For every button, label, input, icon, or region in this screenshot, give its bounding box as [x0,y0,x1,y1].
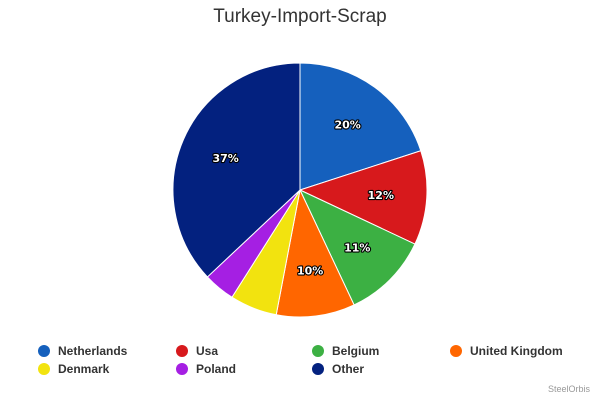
legend-label: United Kingdom [470,344,563,358]
legend-item-other[interactable]: Other [312,362,364,376]
legend-item-netherlands[interactable]: Netherlands [38,344,127,358]
legend-item-denmark[interactable]: Denmark [38,362,109,376]
legend-marker [312,345,324,357]
legend-item-usa[interactable]: Usa [176,344,218,358]
data-label-netherlands: 20% [334,118,360,131]
legend-marker [176,345,188,357]
data-label-united-kingdom: 10% [297,264,323,277]
legend-marker [38,363,50,375]
pie-slice-usa[interactable] [298,150,428,245]
legend-label: Belgium [332,344,380,358]
pie-slice-netherlands[interactable] [299,62,422,191]
chart-title: Turkey-Import-Scrap [213,6,387,27]
pie-slice-united-kingdom[interactable] [275,188,355,318]
legend-marker [176,363,188,375]
pie-slice-other[interactable] [172,62,301,278]
legend-label: Poland [196,362,237,376]
legend-label: Denmark [58,362,110,376]
legend-item-united-kingdom[interactable]: United Kingdom [450,344,563,358]
legend-marker [38,345,50,357]
legend-label: Netherlands [58,344,128,358]
legend-item-poland[interactable]: Poland [176,362,236,376]
legend-marker [312,363,324,375]
legend-label: Other [332,362,365,376]
data-label-usa: 12% [368,189,394,202]
pie-slice-belgium[interactable] [298,188,416,306]
legend-item-belgium[interactable]: Belgium [312,344,379,358]
legend-label: Usa [196,344,219,358]
data-label-other: 37% [212,152,238,165]
legend-marker [450,345,462,357]
credit-text[interactable]: SteelOrbis [547,384,590,394]
data-label-belgium: 11% [344,241,370,254]
